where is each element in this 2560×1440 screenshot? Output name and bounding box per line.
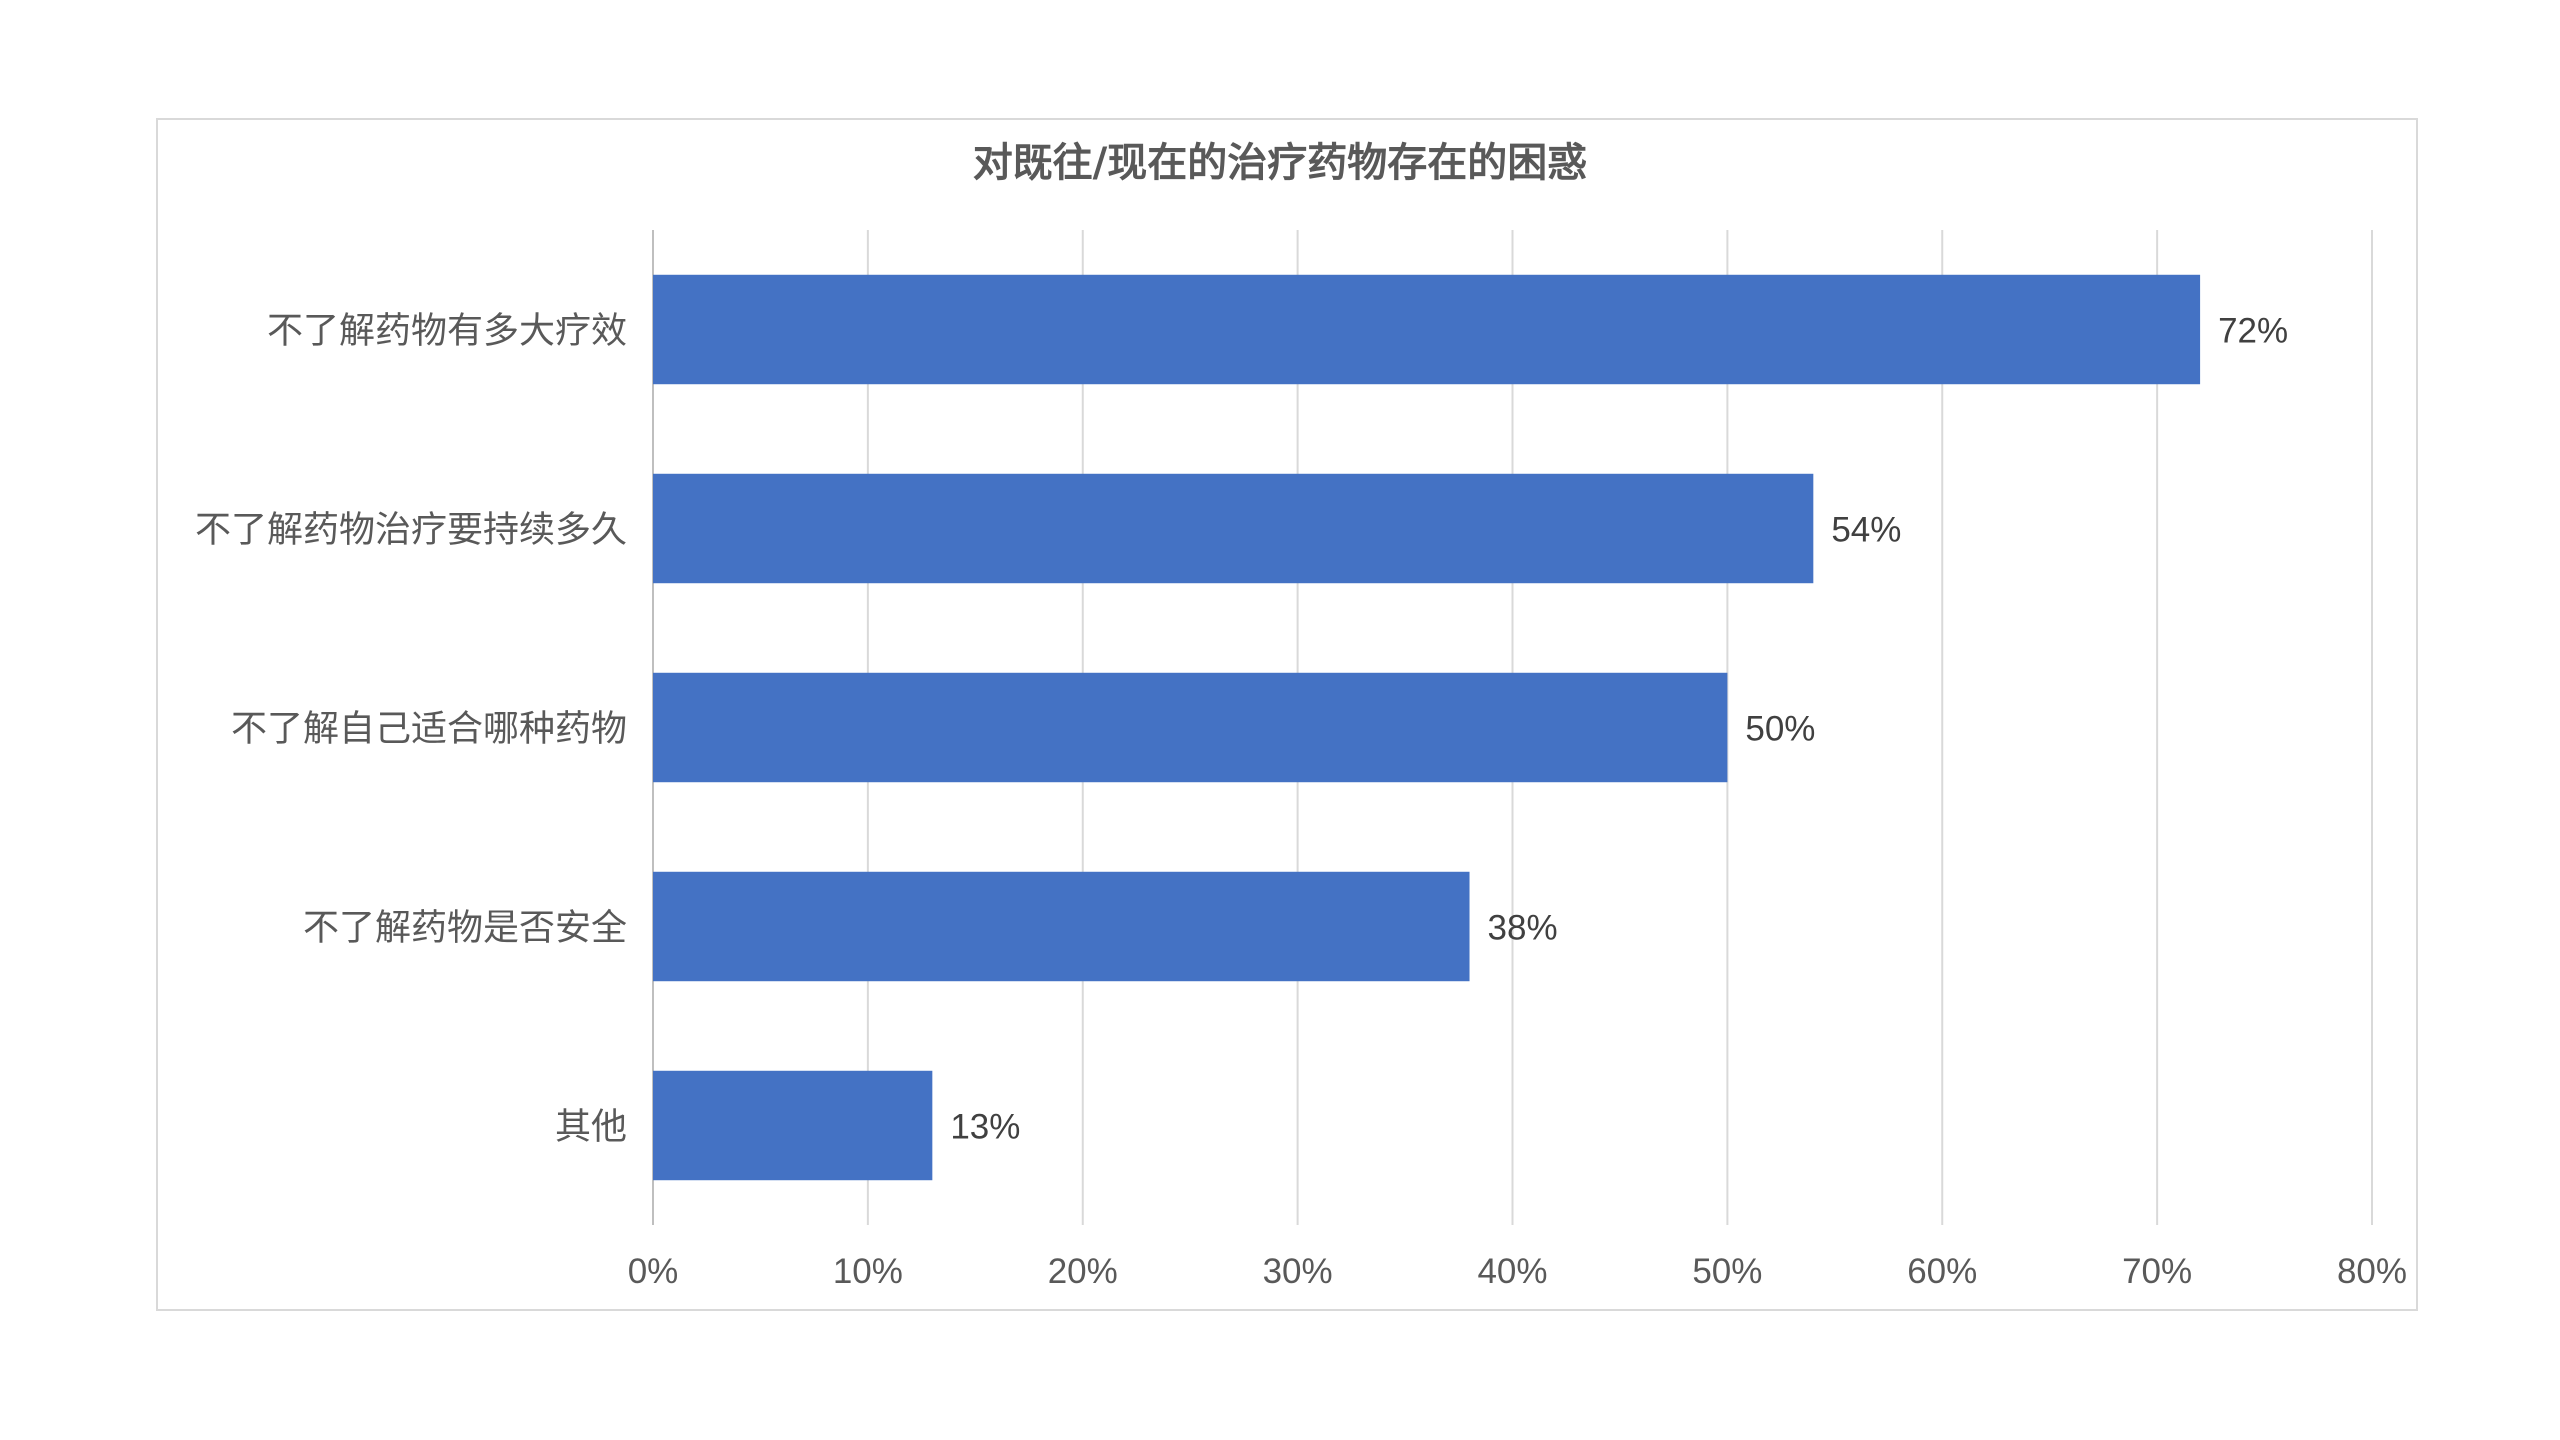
category-label: 不了解药物有多大疗效 xyxy=(267,311,627,352)
bar xyxy=(653,274,2201,385)
x-tick-label: 30% xyxy=(1263,1252,1333,1291)
x-tick-label: 10% xyxy=(833,1252,903,1291)
data-label: 38% xyxy=(1488,909,1558,948)
data-label: 50% xyxy=(1745,710,1815,749)
x-tick-label: 40% xyxy=(1477,1252,1547,1291)
x-tick-label: 20% xyxy=(1048,1252,1118,1291)
bars xyxy=(653,274,2201,1181)
chart-title: 对既往/现在的治疗药物存在的困惑 xyxy=(972,140,1588,186)
axes: 0% 10% 20% 30% 40% 50% 60% 70% 80% xyxy=(628,1252,2407,1291)
x-tick-label: 0% xyxy=(628,1252,679,1291)
x-tick-label: 60% xyxy=(1907,1252,1977,1291)
bar xyxy=(653,672,1728,783)
bar xyxy=(653,473,1814,584)
labels: 不了解药物有多大疗效 72% 不了解药物治疗要持续多久 54% 不了解自己适合哪种药物 5… xyxy=(195,311,2288,1148)
data-label: 72% xyxy=(2218,312,2288,351)
data-label: 13% xyxy=(950,1108,1020,1147)
x-tick-label: 70% xyxy=(2122,1252,2192,1291)
category-label: 其他 xyxy=(555,1107,627,1148)
category-label: 不了解药物是否安全 xyxy=(303,908,627,949)
x-tick-label: 50% xyxy=(1692,1252,1762,1291)
x-tick-label: 80% xyxy=(2337,1252,2407,1291)
category-label: 不了解药物治疗要持续多久 xyxy=(195,510,627,551)
category-label: 不了解自己适合哪种药物 xyxy=(231,709,627,750)
bar xyxy=(653,871,1470,982)
bar xyxy=(653,1070,933,1181)
data-label: 54% xyxy=(1831,511,1901,550)
